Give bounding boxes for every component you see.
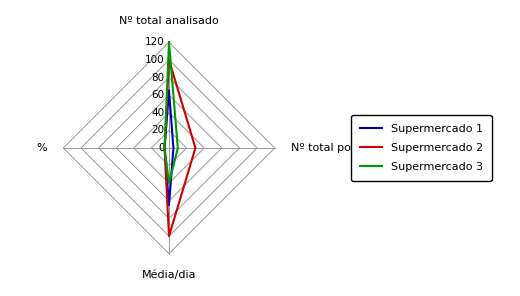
Text: 80: 80 — [152, 73, 165, 83]
Text: 60: 60 — [152, 90, 165, 100]
Text: 20: 20 — [152, 126, 165, 135]
Text: %: % — [37, 143, 47, 153]
Text: 100: 100 — [145, 55, 165, 65]
Text: Nº total analisado: Nº total analisado — [119, 17, 219, 26]
Text: 40: 40 — [152, 108, 165, 118]
Text: Nº total positivo: Nº total positivo — [291, 143, 380, 153]
Text: 120: 120 — [145, 37, 165, 47]
Text: 0: 0 — [158, 143, 165, 153]
Legend: Supermercado 1, Supermercado 2, Supermercado 3: Supermercado 1, Supermercado 2, Supermer… — [350, 115, 492, 181]
Text: Média/dia: Média/dia — [142, 270, 196, 279]
